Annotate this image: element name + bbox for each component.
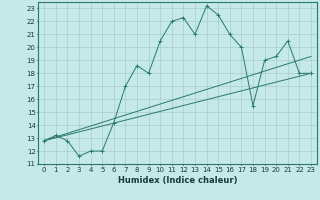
X-axis label: Humidex (Indice chaleur): Humidex (Indice chaleur) bbox=[118, 176, 237, 185]
